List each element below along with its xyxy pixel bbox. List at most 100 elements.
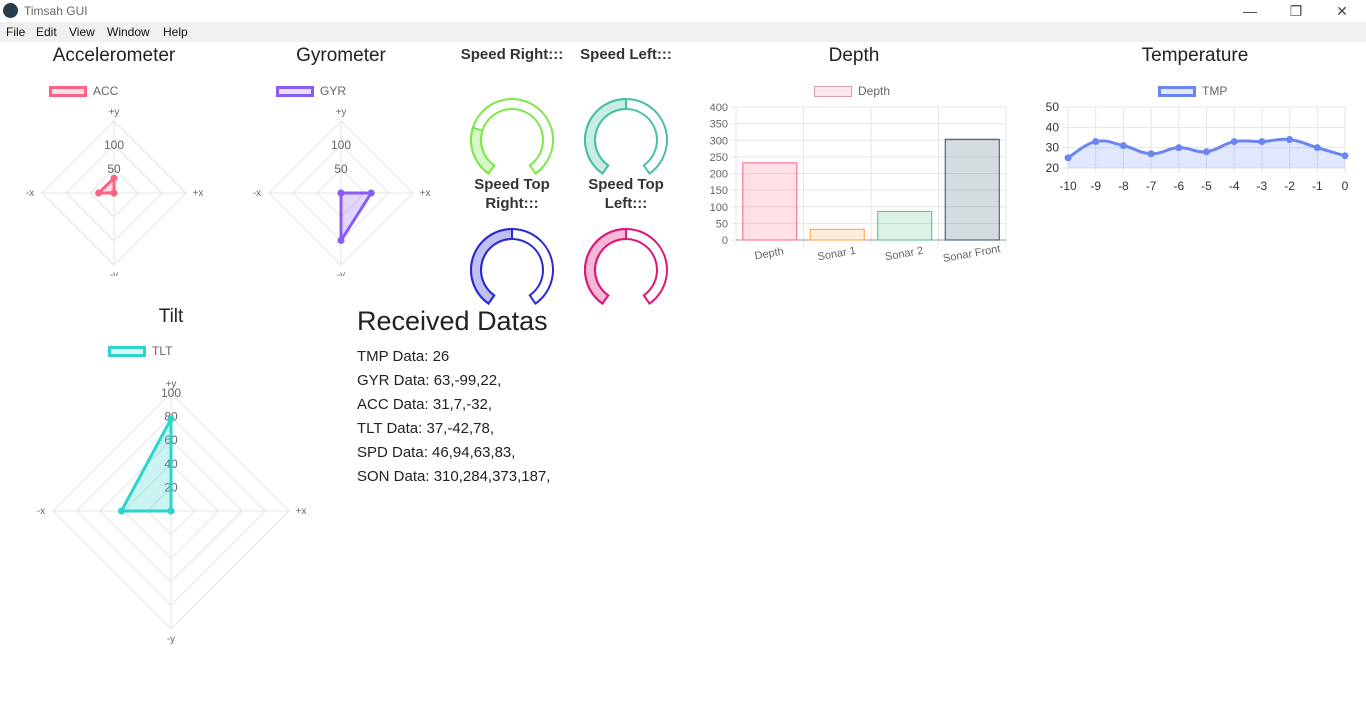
menu-edit[interactable]: Edit xyxy=(36,25,57,39)
x-tick-label: -4 xyxy=(1229,179,1240,193)
temperature-legend[interactable]: TMP xyxy=(1158,84,1227,98)
legend-label: TMP xyxy=(1202,84,1228,98)
bar xyxy=(877,210,933,241)
menu-file[interactable]: File xyxy=(6,25,26,39)
legend-label: TLT xyxy=(152,344,173,358)
speed-left-title: Speed Left::: xyxy=(580,46,672,63)
data-point xyxy=(1313,144,1321,152)
tilt-title: Tilt xyxy=(158,306,184,327)
radar-data-polygon xyxy=(97,176,116,195)
data-point xyxy=(1064,154,1072,162)
radar-data-polygon xyxy=(119,417,173,513)
gyrometer-legend[interactable]: GYR xyxy=(276,84,346,98)
x-tick-label: -3 xyxy=(1257,179,1268,193)
data-point xyxy=(1092,138,1100,146)
accelerometer-legend[interactable]: ACC xyxy=(49,84,118,98)
y-tick-label: 150 xyxy=(710,185,728,197)
legend-swatch xyxy=(276,86,314,97)
radar-tick-label: 100 xyxy=(331,138,351,152)
depth-legend[interactable]: Depth xyxy=(814,84,890,98)
data-point xyxy=(1203,148,1210,156)
y-tick-label: 350 xyxy=(710,119,728,131)
x-tick-label: Sonar 1 xyxy=(817,245,857,264)
received-line-tlt: TLT Data: 37,-42,78, xyxy=(357,420,495,437)
radar-tick-label: 50 xyxy=(334,162,348,176)
data-point xyxy=(1119,142,1127,150)
tilt-radar-chart: 10080604020+y+x-y-x xyxy=(37,379,307,645)
y-tick-label: 50 xyxy=(716,218,728,230)
gyrometer-radar-chart: 100 50 +y +x -y -x xyxy=(253,107,431,276)
x-tick-label: 0 xyxy=(1342,179,1349,193)
legend-swatch xyxy=(814,86,852,97)
x-tick-label: -5 xyxy=(1201,179,1212,193)
app-icon xyxy=(3,3,18,18)
tilt-legend[interactable]: TLT xyxy=(108,344,172,358)
x-tick-label: -2 xyxy=(1284,179,1295,193)
y-tick-label: 30 xyxy=(1046,141,1060,155)
data-point xyxy=(1286,136,1294,144)
temperature-title: Temperature xyxy=(1141,45,1249,66)
menu-help[interactable]: Help xyxy=(163,25,188,39)
radar-data-point xyxy=(337,237,345,245)
received-line-acc: ACC Data: 31,7,-32, xyxy=(357,396,493,413)
radar-axis-label: +x xyxy=(420,188,431,199)
y-tick-label: 200 xyxy=(710,169,728,181)
minimize-button[interactable]: — xyxy=(1243,3,1257,19)
radar-axis-label: +y xyxy=(109,107,120,118)
legend-swatch xyxy=(49,86,87,97)
restore-button[interactable]: ❐ xyxy=(1289,3,1303,19)
y-tick-label: 20 xyxy=(1046,161,1060,175)
window-title: Timsah GUI xyxy=(24,4,88,18)
x-tick-label: -7 xyxy=(1146,179,1157,193)
received-line-spd: SPD Data: 46,94,63,83, xyxy=(357,444,516,461)
radar-data-point xyxy=(110,174,118,182)
radar-axis-label: -x xyxy=(26,188,34,199)
speed-left-gauge xyxy=(584,97,668,175)
received-line-son: SON Data: 310,284,373,187, xyxy=(357,468,551,485)
y-tick-label: 400 xyxy=(710,102,728,114)
legend-label: ACC xyxy=(93,84,119,98)
menu-view[interactable]: View xyxy=(69,25,95,39)
radar-axis-label: -y xyxy=(337,270,345,276)
x-tick-label: -10 xyxy=(1059,179,1077,193)
depth-bar-chart: 0 50 100 150 200 250 300 350 400 Depth Sonar 1 Sona… xyxy=(710,102,1007,265)
radar-data-point xyxy=(110,189,118,197)
y-tick-label: 300 xyxy=(710,135,728,147)
close-button[interactable]: ✕ xyxy=(1336,3,1348,19)
received-line-gyr: GYR Data: 63,-99,22, xyxy=(357,372,502,389)
radar-data-point xyxy=(337,189,345,197)
legend-label: GYR xyxy=(320,84,347,98)
y-tick-label: 50 xyxy=(1046,100,1060,114)
radar-data-polygon xyxy=(339,191,373,243)
legend-swatch xyxy=(1158,86,1196,97)
radar-axis-label: +x xyxy=(296,506,307,517)
radar-axis-label: -y xyxy=(167,634,175,645)
x-tick-label: Sonar Front xyxy=(942,243,1001,265)
radar-axis-label: -x xyxy=(37,506,45,517)
radar-data-point xyxy=(117,507,125,515)
speed-right-gauge xyxy=(470,98,554,175)
gauge-value-arc xyxy=(584,227,627,305)
bar xyxy=(944,138,1000,241)
gauge-value-arc xyxy=(470,227,513,305)
data-point xyxy=(1147,150,1155,158)
x-tick-label: -9 xyxy=(1090,179,1101,193)
radar-tick-label: 100 xyxy=(161,386,181,400)
x-tick-label: Sonar 2 xyxy=(884,245,924,264)
depth-title: Depth xyxy=(828,45,880,66)
speed-top-left-title: Speed Top Left::: xyxy=(588,176,664,212)
radar-data-point xyxy=(167,507,175,515)
radar-data-point xyxy=(95,189,103,197)
radar-axis-label: -y xyxy=(110,270,118,276)
gauge-value-arc xyxy=(584,97,627,175)
radar-tick-label: 50 xyxy=(107,162,121,176)
x-tick-label: -8 xyxy=(1118,179,1129,193)
bar xyxy=(809,228,865,241)
menu-window[interactable]: Window xyxy=(107,25,150,39)
radar-data-point xyxy=(367,189,375,197)
radar-axis-label: +y xyxy=(166,379,177,390)
speed-top-right-gauge xyxy=(470,227,554,305)
title-bar: Timsah GUI — ❐ ✕ xyxy=(0,0,1366,22)
menu-bar: File Edit View Window Help xyxy=(0,22,1366,42)
gyrometer-title: Gyrometer xyxy=(296,45,386,66)
